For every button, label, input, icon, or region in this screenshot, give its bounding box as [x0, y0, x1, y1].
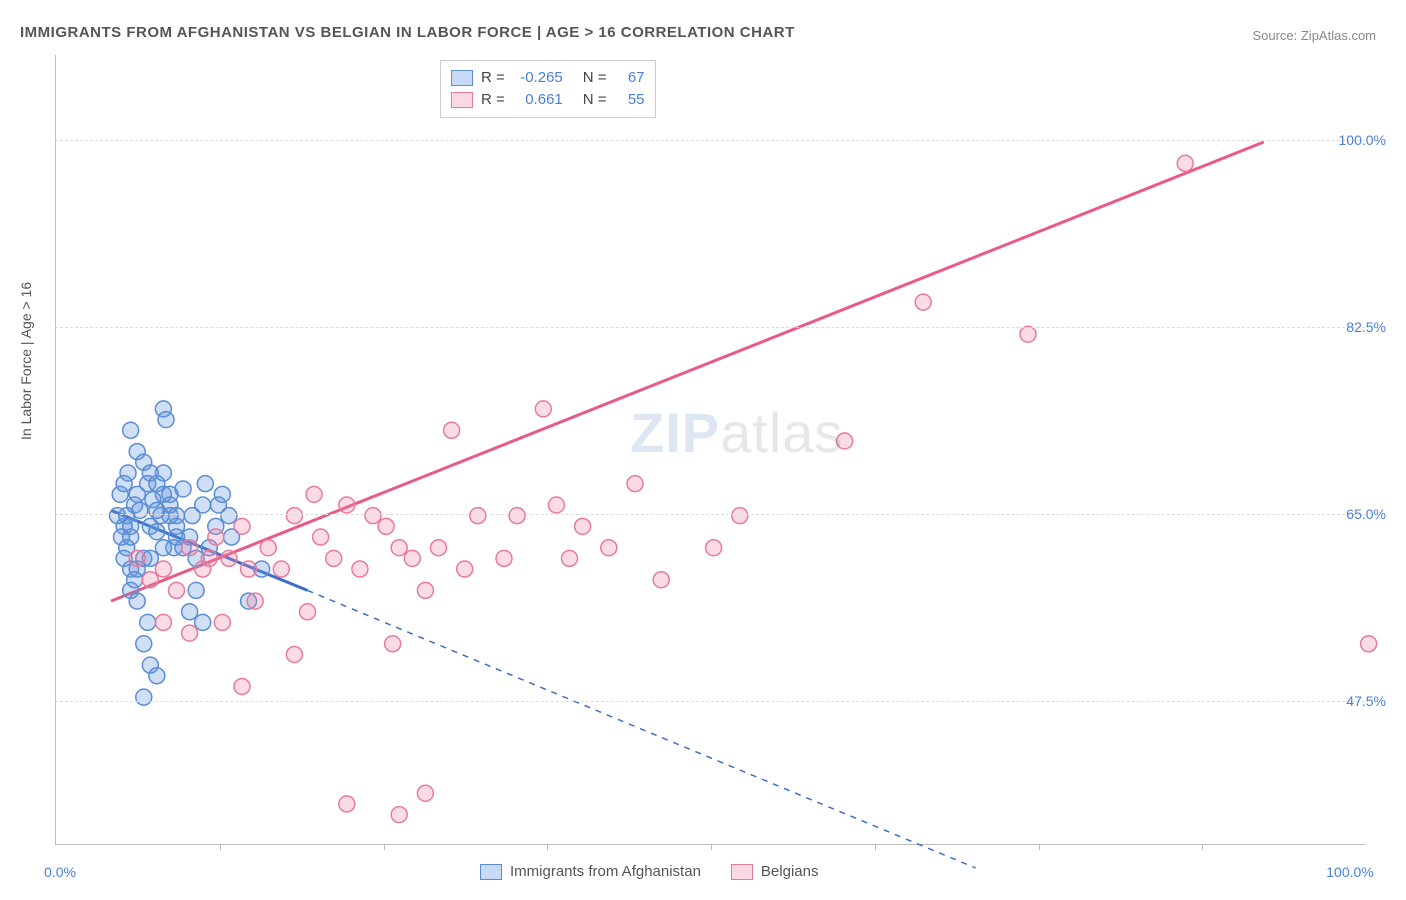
y-tick-label: 100.0%: [1339, 132, 1386, 148]
legend-item-belgians: Belgians: [731, 863, 819, 880]
legend-row-belgians: R = 0.661 N = 55: [451, 89, 645, 111]
plot-area: [55, 55, 1365, 845]
y-tick-label: 65.0%: [1346, 506, 1386, 522]
r-value: 0.661: [513, 89, 563, 111]
y-tick-label: 82.5%: [1346, 319, 1386, 335]
chart-title: IMMIGRANTS FROM AFGHANISTAN VS BELGIAN I…: [20, 24, 795, 41]
legend-item-afghanistan: Immigrants from Afghanistan: [480, 863, 701, 880]
x-tick: [1202, 844, 1203, 850]
source-attribution: Source: ZipAtlas.com: [1252, 28, 1376, 43]
legend-swatch-blue: [480, 864, 502, 880]
n-label: N =: [583, 67, 607, 89]
legend-label: Belgians: [761, 863, 819, 880]
gridline-h: [55, 327, 1365, 328]
correlation-legend: R = -0.265 N = 67 R = 0.661 N = 55: [440, 60, 656, 118]
x-max-label: 100.0%: [1326, 864, 1373, 880]
legend-label: Immigrants from Afghanistan: [510, 863, 701, 880]
series-legend: Immigrants from Afghanistan Belgians: [480, 863, 818, 880]
gridline-h: [55, 514, 1365, 515]
n-value: 55: [615, 89, 645, 111]
r-label: R =: [481, 89, 505, 111]
legend-row-afghanistan: R = -0.265 N = 67: [451, 67, 645, 89]
x-tick: [875, 844, 876, 850]
y-tick-label: 47.5%: [1346, 693, 1386, 709]
r-label: R =: [481, 67, 505, 89]
gridline-h: [55, 701, 1365, 702]
x-tick: [711, 844, 712, 850]
r-value: -0.265: [513, 67, 563, 89]
chart-svg: [111, 110, 1406, 900]
x-tick: [547, 844, 548, 850]
x-min-label: 0.0%: [44, 864, 76, 880]
legend-swatch-pink: [731, 864, 753, 880]
legend-swatch-pink: [451, 92, 473, 108]
legend-swatch-blue: [451, 70, 473, 86]
y-axis-label: In Labor Force | Age > 16: [18, 282, 34, 440]
x-tick: [220, 844, 221, 850]
x-tick: [1039, 844, 1040, 850]
n-value: 67: [615, 67, 645, 89]
x-tick: [384, 844, 385, 850]
n-label: N =: [583, 89, 607, 111]
gridline-h: [55, 140, 1365, 141]
